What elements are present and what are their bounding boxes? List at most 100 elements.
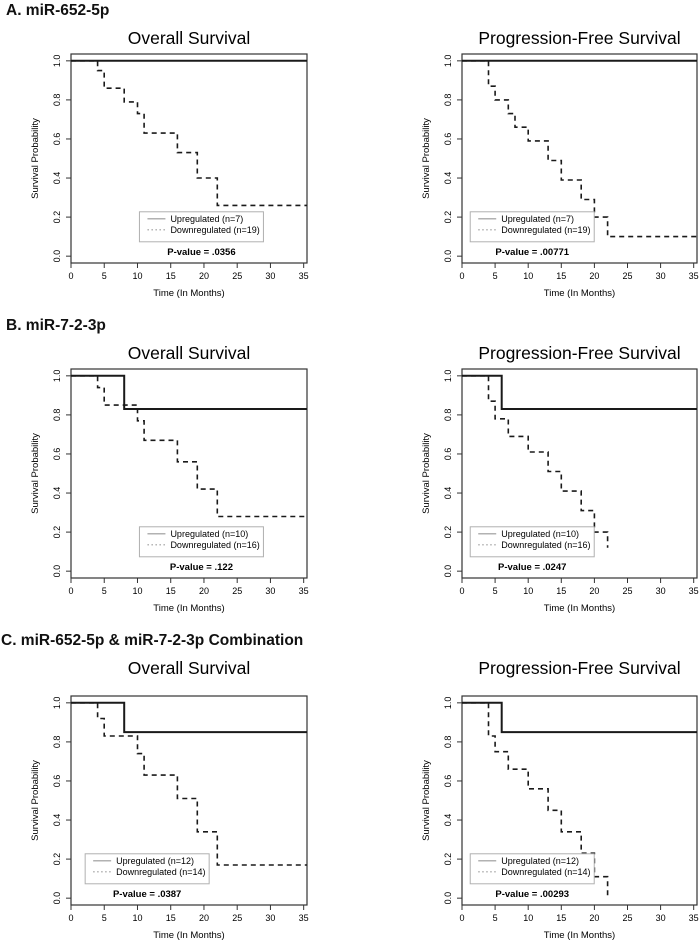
x-tick-label: 10 bbox=[132, 586, 142, 596]
x-tick-label: 20 bbox=[589, 913, 599, 923]
km-chart-svg: Overall Survival 0 5 10 15 20 25 30 35 Time (In M… bbox=[30, 28, 309, 299]
x-tick-label: 10 bbox=[523, 586, 533, 596]
km-curve-downregulated bbox=[462, 60, 697, 238]
legend: Upregulated (n=7)Downregulated (n=19) bbox=[138, 211, 264, 243]
y-tick-label: 0.0 bbox=[443, 892, 453, 905]
x-tick-label: 0 bbox=[459, 586, 464, 596]
legend: Upregulated (n=12)Downregulated (n=14) bbox=[469, 853, 595, 885]
legend: Upregulated (n=7)Downregulated (n=19) bbox=[469, 211, 595, 243]
chart-title: Overall Survival bbox=[128, 28, 251, 48]
p-value-text: P-value = .00293 bbox=[495, 889, 569, 900]
x-tick-label: 35 bbox=[689, 271, 699, 281]
legend-entry-label: Downregulated (n=14) bbox=[501, 867, 590, 877]
x-tick-label: 5 bbox=[493, 271, 498, 281]
y-tick-label: 0.0 bbox=[52, 250, 62, 263]
y-tick-label: 0.2 bbox=[443, 526, 453, 539]
x-axis: 0 5 10 15 20 25 30 35 Time (In Months) bbox=[68, 905, 309, 941]
y-tick-label: 0.4 bbox=[52, 172, 62, 185]
x-axis-label: Time (In Months) bbox=[544, 603, 615, 614]
x-tick-label: 5 bbox=[493, 913, 498, 923]
legend-box bbox=[469, 526, 595, 558]
panel-c-heading: C. miR-652-5p & miR-7-2-3p Combination bbox=[1, 632, 304, 649]
y-tick-label: 0.6 bbox=[52, 133, 62, 146]
x-tick-label: 0 bbox=[68, 586, 73, 596]
x-tick-label: 25 bbox=[232, 913, 242, 923]
x-tick-label: 15 bbox=[166, 913, 176, 923]
p-value-text: P-value = .00771 bbox=[495, 247, 569, 258]
chart-title: Progression-Free Survival bbox=[478, 658, 680, 678]
x-tick-label: 5 bbox=[102, 271, 107, 281]
y-axis: 0.0 0.2 0.4 0.6 0.8 1.0 Survival Probability bbox=[421, 697, 462, 905]
x-tick-label: 15 bbox=[556, 586, 566, 596]
legend-box bbox=[138, 211, 264, 243]
y-tick-label: 0.4 bbox=[52, 487, 62, 500]
p-value-text: P-value = .0247 bbox=[498, 562, 566, 573]
km-curve-upregulated bbox=[462, 374, 697, 410]
y-tick-label: 0.2 bbox=[52, 853, 62, 866]
x-tick-label: 25 bbox=[232, 586, 242, 596]
legend-box bbox=[84, 853, 210, 885]
y-axis: 0.0 0.2 0.4 0.6 0.8 1.0 Survival Probability bbox=[30, 697, 71, 905]
x-axis-label: Time (In Months) bbox=[153, 603, 224, 614]
y-tick-label: 1.0 bbox=[443, 370, 453, 383]
km-curve-downregulated bbox=[71, 702, 307, 866]
y-tick-label: 0.2 bbox=[443, 853, 453, 866]
x-tick-label: 25 bbox=[622, 586, 632, 596]
km-chart-svg: Overall Survival 0 5 10 15 20 25 30 35 Time (In M… bbox=[30, 343, 309, 614]
legend-entry-label: Upregulated (n=7) bbox=[170, 214, 243, 224]
km-curve-downregulated bbox=[462, 375, 609, 548]
p-value-text: P-value = .0387 bbox=[113, 889, 181, 900]
legend-box bbox=[469, 211, 595, 243]
legend: Upregulated (n=10)Downregulated (n=16) bbox=[138, 526, 264, 558]
x-tick-label: 15 bbox=[166, 586, 176, 596]
x-tick-label: 25 bbox=[232, 271, 242, 281]
x-axis: 0 5 10 15 20 25 30 35 Time (In Months) bbox=[68, 578, 309, 614]
legend-box bbox=[138, 526, 264, 558]
y-tick-label: 0.8 bbox=[52, 736, 62, 749]
y-tick-label: 0.4 bbox=[52, 814, 62, 827]
x-tick-label: 35 bbox=[299, 913, 309, 923]
x-axis: 0 5 10 15 20 25 30 35 Time (In Months) bbox=[459, 578, 699, 614]
y-tick-label: 0.8 bbox=[443, 409, 453, 422]
x-tick-label: 35 bbox=[299, 271, 309, 281]
chart-title: Progression-Free Survival bbox=[478, 28, 680, 48]
legend: Upregulated (n=12)Downregulated (n=14) bbox=[84, 853, 210, 885]
y-tick-label: 0.8 bbox=[52, 94, 62, 107]
y-axis: 0.0 0.2 0.4 0.6 0.8 1.0 Survival Probability bbox=[30, 370, 71, 577]
km-curve-upregulated bbox=[71, 701, 307, 734]
plot-box bbox=[461, 368, 698, 579]
y-tick-label: 0.8 bbox=[443, 736, 453, 749]
km-curve-upregulated bbox=[462, 701, 697, 734]
chart-a-overall-survival: Overall Survival 0 5 10 15 20 25 30 35 Time (In M… bbox=[0, 22, 350, 315]
y-tick-label: 0.6 bbox=[52, 775, 62, 788]
x-axis: 0 5 10 15 20 25 30 35 Time (In Months) bbox=[68, 263, 309, 299]
x-tick-label: 15 bbox=[556, 271, 566, 281]
y-tick-label: 0.0 bbox=[443, 565, 453, 578]
chart-title: Overall Survival bbox=[128, 658, 251, 678]
legend-entry-label: Upregulated (n=7) bbox=[501, 214, 574, 224]
y-tick-label: 0.0 bbox=[52, 892, 62, 905]
chart-title: Progression-Free Survival bbox=[478, 343, 680, 363]
x-tick-label: 30 bbox=[265, 586, 275, 596]
y-tick-label: 0.6 bbox=[443, 133, 453, 146]
x-tick-label: 10 bbox=[523, 913, 533, 923]
x-tick-label: 20 bbox=[199, 586, 209, 596]
y-tick-label: 0.0 bbox=[443, 250, 453, 263]
km-curve-downregulated bbox=[462, 702, 609, 897]
x-tick-label: 30 bbox=[265, 913, 275, 923]
panel-b-section: B. miR-7-2-3p Overall Survival 0 5 10 15 20 25… bbox=[0, 315, 700, 630]
legend-entry-label: Downregulated (n=14) bbox=[116, 867, 205, 877]
plot-box bbox=[461, 53, 698, 264]
y-tick-label: 0.6 bbox=[443, 448, 453, 461]
y-axis: 0.0 0.2 0.4 0.6 0.8 1.0 Survival Probability bbox=[30, 55, 71, 263]
legend-entry-label: Upregulated (n=10) bbox=[170, 529, 248, 539]
x-tick-label: 5 bbox=[102, 913, 107, 923]
chart-title: Overall Survival bbox=[128, 343, 251, 363]
legend-entry-label: Upregulated (n=12) bbox=[116, 856, 194, 866]
km-curve-downregulated bbox=[71, 375, 307, 518]
x-tick-label: 25 bbox=[622, 271, 632, 281]
legend-entry-label: Downregulated (n=19) bbox=[170, 225, 259, 235]
x-tick-label: 0 bbox=[459, 913, 464, 923]
y-axis-label: Survival Probability bbox=[421, 118, 432, 199]
